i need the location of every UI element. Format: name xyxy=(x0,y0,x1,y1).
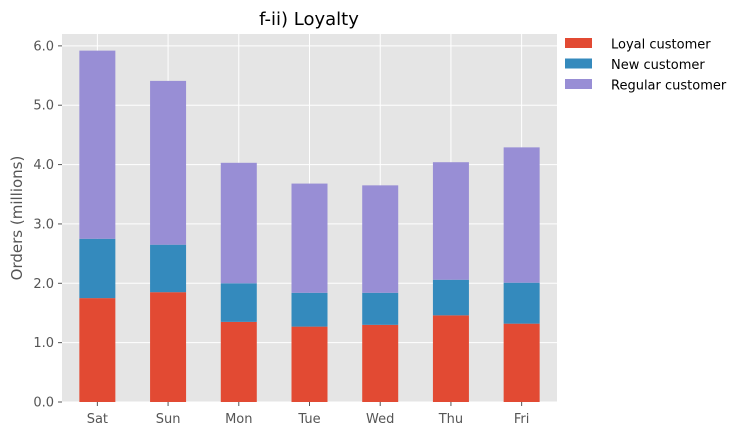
legend-swatch xyxy=(565,58,592,69)
legend-label: New customer xyxy=(611,58,705,73)
bar-segment-loyal-customer xyxy=(362,324,399,402)
x-tick-label: Fri xyxy=(514,412,530,427)
x-tick-label: Mon xyxy=(225,412,252,427)
bar-segment-loyal-customer xyxy=(150,292,187,402)
bar-segment-new-customer xyxy=(79,238,116,299)
x-tick-label: Wed xyxy=(366,412,394,427)
bar-segment-regular-customer xyxy=(503,147,540,283)
bar-segment-new-customer xyxy=(150,244,187,293)
x-tick-label: Sun xyxy=(156,412,181,427)
y-axis: 0.0 1.0 2.0 3.0 4.0 5.0 6.0 xyxy=(33,39,62,411)
bar-segment-regular-customer xyxy=(220,162,257,284)
y-tick-label: 3.0 xyxy=(33,217,54,232)
x-tick-label: Sat xyxy=(87,412,108,427)
y-tick-label: 0.0 xyxy=(33,396,54,411)
bar-segment-new-customer xyxy=(432,279,469,316)
y-tick-label: 2.0 xyxy=(33,277,54,292)
x-axis: Sat Sun Mon Tue Wed Thu Fri xyxy=(87,402,530,427)
bar-segment-regular-customer xyxy=(150,80,187,245)
bar-segment-regular-customer xyxy=(432,162,469,280)
legend-swatch xyxy=(565,38,592,48)
bar-segment-regular-customer xyxy=(291,183,328,293)
y-axis-label: Orders (millions) xyxy=(8,156,26,281)
y-tick-label: 1.0 xyxy=(33,336,54,351)
bar-segment-regular-customer xyxy=(79,50,116,239)
y-tick-label: 6.0 xyxy=(33,39,54,54)
bar-segment-new-customer xyxy=(220,283,257,322)
bar-segment-loyal-customer xyxy=(291,326,328,402)
bar-segment-regular-customer xyxy=(362,185,399,293)
bar-segment-loyal-customer xyxy=(432,315,469,402)
y-tick-label: 4.0 xyxy=(33,158,54,173)
bar-segment-loyal-customer xyxy=(79,298,116,402)
chart-title: f-ii) Loyalty xyxy=(259,9,359,30)
legend-label: Loyal customer xyxy=(611,38,711,53)
y-tick-label: 5.0 xyxy=(33,99,54,114)
bar-segment-new-customer xyxy=(503,282,540,324)
bar-segment-new-customer xyxy=(291,292,328,327)
legend: Loyal customer New customer Regular custom… xyxy=(565,38,727,94)
x-tick-label: Thu xyxy=(438,412,463,427)
bar-segment-loyal-customer xyxy=(220,321,257,402)
legend-label: Regular customer xyxy=(611,79,727,94)
bars xyxy=(79,50,540,402)
bar-segment-new-customer xyxy=(362,292,399,325)
legend-swatch xyxy=(565,79,592,89)
bar-segment-loyal-customer xyxy=(503,323,540,402)
x-tick-label: Tue xyxy=(297,412,320,427)
